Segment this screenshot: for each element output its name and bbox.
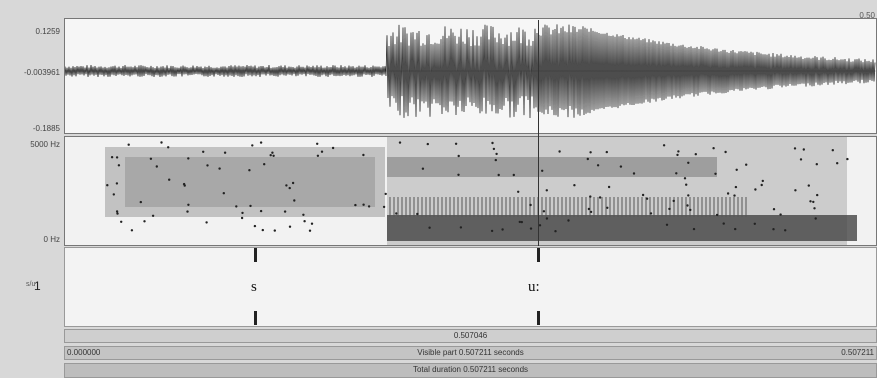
interval-label-s[interactable]: s <box>251 279 257 295</box>
tier-number: 1 <box>34 279 41 293</box>
total-duration-text: Total duration 0.507211 seconds <box>412 365 529 374</box>
tier-name: s/u <box>26 281 36 288</box>
spectrogram-top-freq-label: 5000 Hz <box>30 140 60 149</box>
visible-part-text: Visible part 0.507211 seconds <box>417 348 524 357</box>
spectrogram-graphic <box>105 137 857 245</box>
spectrogram-panel[interactable] <box>64 136 877 246</box>
total-duration-bar[interactable]: Total duration 0.507211 seconds <box>64 363 877 378</box>
spectrogram-bottom-freq-label: 0 Hz <box>43 235 60 244</box>
waveform-panel[interactable] <box>64 18 877 134</box>
waveform-max-label: 0.1259 <box>35 27 60 36</box>
waveform-graphic <box>64 24 876 119</box>
interval-boundary-mid-bottom[interactable] <box>537 311 540 325</box>
waveform-zero-label: -0.003961 <box>23 68 60 77</box>
textgrid-tier-panel[interactable] <box>64 247 877 327</box>
time-top-right-label: 0.50 <box>859 11 875 20</box>
visible-start-time: 0.000000 <box>67 348 101 357</box>
selection-duration-text: 0.507046 <box>453 331 488 340</box>
visible-end-time: 0.507211 <box>841 348 874 357</box>
interval-boundary-start-top[interactable] <box>254 248 257 262</box>
interval-boundary-mid-top[interactable] <box>537 248 540 262</box>
waveform-min-label: -0.1885 <box>32 124 60 133</box>
visible-part-bar[interactable]: 0.000000 Visible part 0.507211 seconds 0… <box>64 346 877 360</box>
selection-duration-bar[interactable]: 0.507046 <box>64 329 877 343</box>
interval-boundary-start-bottom[interactable] <box>254 311 257 325</box>
interval-label-u[interactable]: u: <box>528 279 540 295</box>
selection-cursor-line[interactable] <box>538 20 539 246</box>
